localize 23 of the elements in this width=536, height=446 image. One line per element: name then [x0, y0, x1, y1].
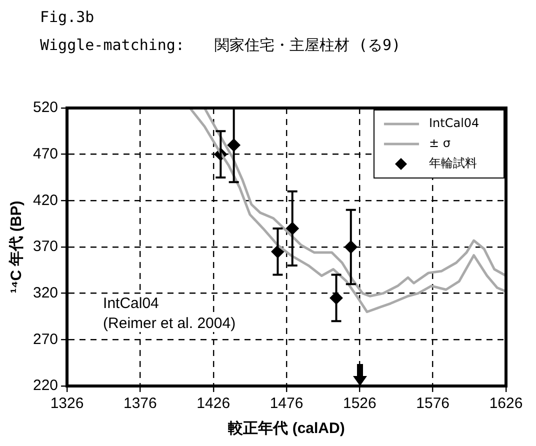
annotation: (Reimer et al. 2004) [103, 315, 236, 332]
x-tick-label: 1576 [416, 395, 450, 412]
chart-subtitle: Wiggle-matching: 関家住宅・主屋柱材 (る9) [40, 36, 401, 55]
x-tick-label: 1476 [270, 395, 304, 412]
y-axis-title: ¹⁴C 年代 (BP) [8, 200, 26, 294]
y-tick-label: 220 [32, 377, 58, 394]
y-tick-label: 420 [32, 192, 58, 209]
y-tick-label: 370 [32, 238, 58, 256]
y-tick-label: 470 [32, 145, 58, 162]
x-tick-label: 1426 [196, 395, 230, 412]
legend-label: IntCal04 [429, 116, 480, 130]
x-tick-label: 1626 [489, 395, 523, 412]
legend-label: ± σ [429, 136, 451, 150]
y-tick-label: 270 [32, 330, 58, 348]
y-tick-label: 320 [32, 284, 58, 302]
chart-title: Fig.3b [40, 8, 94, 26]
y-tick-label: 520 [32, 99, 58, 116]
annotation: IntCal04 [103, 295, 159, 312]
x-axis-title: 較正年代 (calAD) [227, 420, 345, 438]
x-tick-label: 1526 [342, 395, 376, 412]
legend-label: 年輪試料 [429, 156, 477, 170]
x-tick-label: 1376 [124, 395, 157, 412]
x-tick-label: 1326 [50, 395, 84, 412]
